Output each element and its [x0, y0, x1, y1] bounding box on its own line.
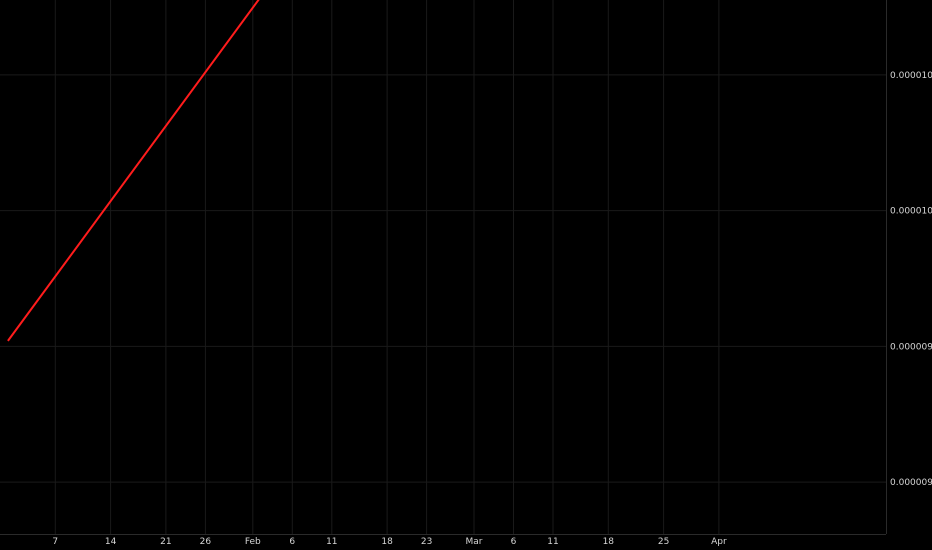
time-tick-label: 14 — [105, 537, 117, 547]
price-tick-label: 0.00001000 — [890, 207, 932, 217]
price-axis[interactable]: 0.00000900 0.00000950 0.00001000 0.00001050… — [886, 0, 932, 550]
price-tick-label: 0.00000950 — [890, 342, 932, 352]
time-tick-label: 23 — [421, 537, 432, 547]
time-tick-label: Mar — [466, 537, 483, 547]
time-tick-label: 11 — [326, 537, 337, 547]
time-tick-label: 21 — [160, 537, 171, 547]
time-tick-label: 25 — [658, 537, 669, 547]
time-tick-label: 6 — [289, 537, 295, 547]
price-axis-bg — [886, 0, 932, 550]
time-tick-label: 26 — [200, 537, 212, 547]
time-tick-label: Feb — [245, 537, 261, 547]
price-tick-label: 0.00001050 — [890, 71, 932, 81]
time-tick-label: 18 — [603, 537, 615, 547]
chart-grid — [0, 0, 886, 534]
time-tick-label: 11 — [547, 537, 558, 547]
time-tick-label: 6 — [511, 537, 517, 547]
time-tick-label: 18 — [381, 537, 393, 547]
time-tick-label: Apr — [711, 537, 727, 547]
drawn-lines[interactable] — [0, 0, 886, 342]
price-tick-label: 0.00000900 — [890, 478, 932, 488]
time-axis[interactable]: 7 14 21 26 Feb 6 11 18 23 Mar 6 11 18 25 Apr — [0, 534, 932, 550]
time-tick-label: 7 — [52, 537, 58, 547]
time-axis-bg — [0, 534, 932, 550]
trendline[interactable] — [7, 0, 743, 342]
